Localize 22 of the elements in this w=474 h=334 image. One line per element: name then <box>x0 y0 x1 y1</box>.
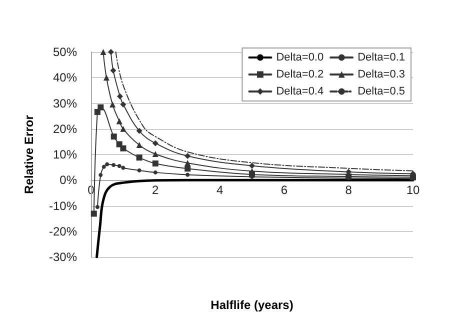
y-tick-label: 20% <box>52 122 78 136</box>
x-tick-label: 10 <box>406 183 420 198</box>
y-tick-label: -20% <box>48 224 78 238</box>
y-tick-label: 30% <box>52 96 78 110</box>
x-tick-label: 6 <box>280 183 288 198</box>
x-axis-title: Halflife (years) <box>210 298 294 312</box>
legend-label: Delta=0.0 <box>276 52 324 64</box>
legend-label: Delta=0.4 <box>276 86 324 98</box>
legend-label: Delta=0.3 <box>358 68 406 80</box>
x-tick-label: 2 <box>152 183 160 198</box>
y-tick-label: 0% <box>60 173 78 188</box>
y-axis-title: Relative Error <box>22 114 36 194</box>
x-tick-label: 8 <box>345 183 352 198</box>
y-tick-label: 50% <box>52 45 78 59</box>
y-tick-label: -10% <box>48 198 78 213</box>
y-tick-label: -30% <box>48 250 78 264</box>
legend-label: Delta=0.2 <box>276 68 324 80</box>
legend-label: Delta=0.5 <box>358 86 406 98</box>
y-tick-label: 10% <box>52 148 78 162</box>
legend-label: Delta=0.1 <box>358 52 406 64</box>
y-tick-label: 40% <box>52 70 78 85</box>
x-tick-label: 4 <box>216 183 224 198</box>
